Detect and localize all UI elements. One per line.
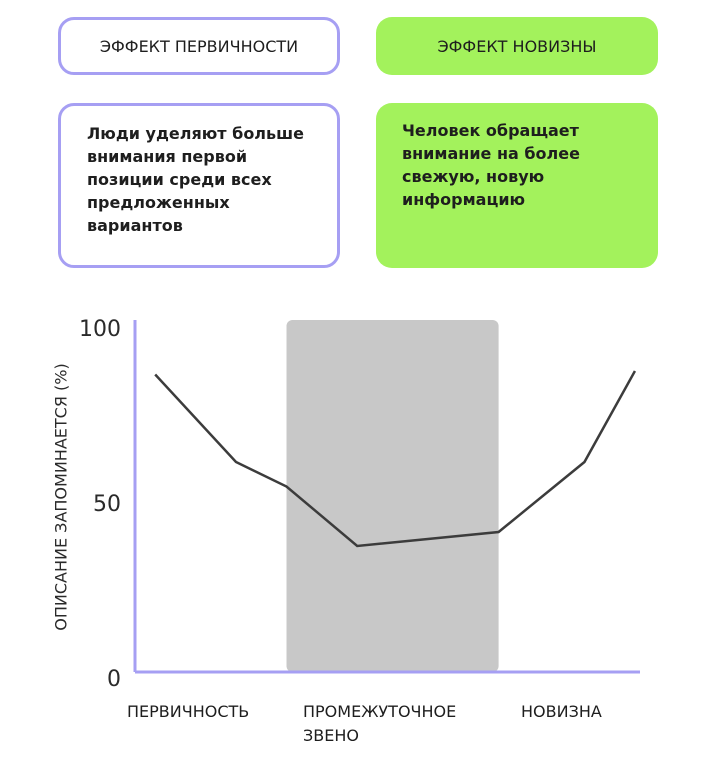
highlight-band [286,320,499,672]
y-tick-label: 100 [79,317,121,342]
card-title: ЭФФЕКТ НОВИЗНЫ [376,17,658,75]
card-title: ЭФФЕКТ ПЕРВИЧНОСТИ [58,17,340,75]
y-axis-label: ОПИСАНИЕ ЗАПОМИНАЕТСЯ (%) [52,363,71,630]
card-text: Люди уделяют больше внимания первой пози… [58,103,340,268]
x-category-label: ПРОМЕЖУТОЧНОЕ ЗВЕНО [303,702,457,745]
y-tick-label: 0 [107,667,121,692]
x-category-label: НОВИЗНА [521,702,602,721]
line [154,370,637,548]
card-text: Человек обращает внимание на более свежу… [376,103,658,268]
y-tick-label: 50 [93,492,121,517]
x-category-label: ПЕРВИЧНОСТЬ [127,702,250,721]
